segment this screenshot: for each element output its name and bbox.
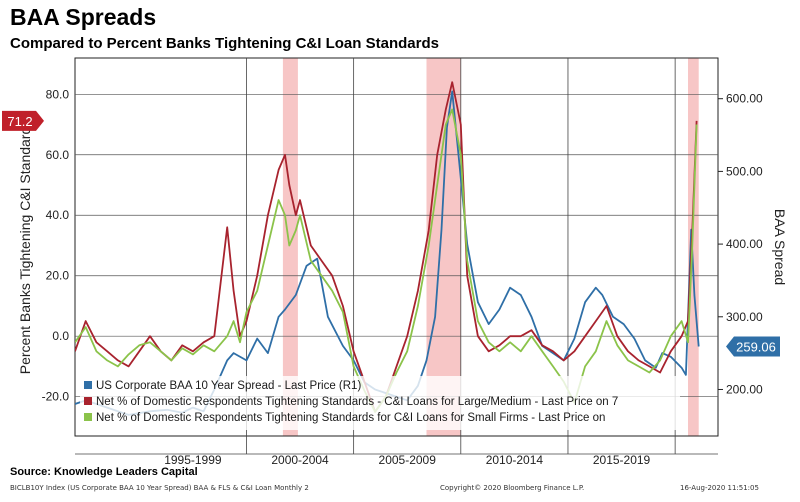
recession-band-2	[687, 58, 699, 436]
legend-swatch-2	[84, 413, 92, 421]
legend-swatch-1	[84, 397, 92, 405]
legend-box	[80, 376, 680, 430]
source-note: Source: Knowledge Leaders Capital	[10, 466, 198, 478]
xtick-label: 2015-2019	[593, 453, 651, 467]
legend-label-0: US Corporate BAA 10 Year Spread - Last P…	[96, 380, 361, 392]
y-axis-left-title: Percent Banks Tightening C&I Standards	[17, 120, 33, 374]
last-value-badge-right	[726, 336, 780, 357]
chart-title: BAA Spreads	[10, 4, 157, 30]
ytick-left-label: -20.0	[42, 390, 70, 404]
xtick-label: 2005-2009	[379, 453, 437, 467]
footer-copyright: Copyright© 2020 Bloomberg Finance L.P.	[440, 484, 585, 492]
xtick-label: 1995-1999	[164, 453, 222, 467]
xtick-label: 2000-2004	[271, 453, 329, 467]
last-value-label-right: 259.06	[736, 340, 776, 355]
series-line-0	[75, 90, 700, 416]
y-axis-right-title: BAA Spread	[772, 209, 788, 285]
last-value-label-left: 71.2	[7, 114, 32, 129]
last-value-badge-left	[2, 110, 44, 131]
recession-band-0	[282, 58, 298, 436]
plot-frame	[74, 57, 719, 437]
legend-swatch-0	[84, 381, 92, 389]
ytick-right-label: 300.00	[726, 310, 763, 324]
ytick-right-label: 500.00	[726, 164, 763, 178]
legend-label-1: Net % of Domestic Respondents Tightening…	[96, 396, 618, 408]
ytick-left-label: 60.0	[46, 148, 70, 162]
footer-timestamp: 16-Aug-2020 11:51:05	[680, 484, 759, 492]
footer-index: BICLB10Y Index (US Corporate BAA 10 Year…	[10, 484, 309, 492]
ytick-left-label: 40.0	[46, 208, 70, 222]
ytick-right-label: 400.00	[726, 237, 763, 251]
xtick-label: 2010-2014	[486, 453, 544, 467]
ytick-left-label: 0.0	[52, 329, 69, 343]
ytick-left-label: 20.0	[46, 269, 70, 283]
series-line-1	[75, 81, 698, 413]
legend-label-2: Net % of Domestic Respondents Tightening…	[96, 412, 605, 424]
ytick-left-label: 80.0	[46, 87, 70, 101]
ytick-right-label: 200.00	[726, 382, 763, 396]
chart-subtitle: Compared to Percent Banks Tightening C&I…	[10, 35, 439, 52]
ytick-right-label: 600.00	[726, 92, 763, 106]
